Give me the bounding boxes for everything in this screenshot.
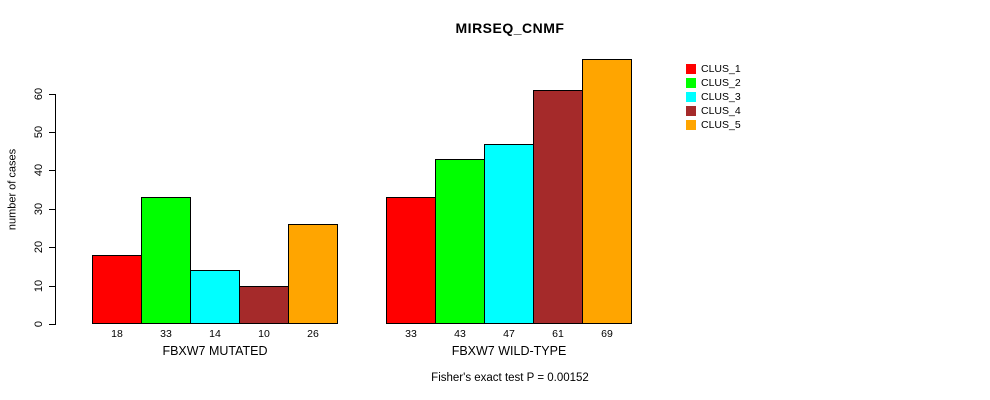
- y-tick: [49, 324, 56, 325]
- bar-value-label: 43: [454, 328, 466, 340]
- legend-swatch-icon: [686, 92, 696, 102]
- y-tick-label: 40: [33, 163, 45, 177]
- legend-row: CLUS_3: [686, 90, 741, 104]
- y-tick: [49, 286, 56, 287]
- legend-label: CLUS_4: [701, 105, 741, 117]
- legend-row: CLUS_4: [686, 104, 741, 118]
- y-tick: [49, 170, 56, 171]
- bar-clus_3: [190, 270, 240, 324]
- bar-value-label: 47: [503, 328, 515, 340]
- y-tick-label: 20: [33, 240, 45, 254]
- bar-value-label: 33: [160, 328, 172, 340]
- y-tick-label: 50: [33, 125, 45, 139]
- legend-swatch-icon: [686, 120, 696, 130]
- legend-row: CLUS_1: [686, 62, 741, 76]
- y-axis-title: number of cases: [6, 148, 19, 231]
- y-tick: [49, 94, 56, 95]
- y-tick: [49, 247, 56, 248]
- legend: CLUS_1 CLUS_2 CLUS_3 CLUS_4 CLUS_5: [686, 62, 741, 132]
- bar-clus_5: [288, 224, 338, 324]
- caption: Fisher's exact test P = 0.00152: [431, 372, 589, 384]
- y-tick: [49, 209, 56, 210]
- group-label: FBXW7 WILD-TYPE: [451, 344, 567, 358]
- bar-value-label: 69: [601, 328, 613, 340]
- bar-value-label: 26: [307, 328, 319, 340]
- bar-clus_4: [239, 286, 289, 324]
- legend-label: CLUS_5: [701, 119, 741, 131]
- bar-value-label: 10: [258, 328, 270, 340]
- legend-row: CLUS_5: [686, 118, 741, 132]
- legend-swatch-icon: [686, 106, 696, 116]
- y-tick-label: 10: [33, 279, 45, 293]
- y-tick-label: 60: [33, 87, 45, 101]
- bar-value-label: 18: [111, 328, 123, 340]
- bar-clus_1: [386, 197, 436, 324]
- legend-swatch-icon: [686, 64, 696, 74]
- y-tick-label: 0: [33, 320, 45, 328]
- bar-value-label: 33: [405, 328, 417, 340]
- y-tick: [49, 132, 56, 133]
- legend-label: CLUS_1: [701, 63, 741, 75]
- bar-clus_2: [435, 159, 485, 324]
- bar-clus_3: [484, 144, 534, 324]
- bar-value-label: 14: [209, 328, 221, 340]
- bar-clus_1: [92, 255, 142, 324]
- legend-label: CLUS_3: [701, 91, 741, 103]
- bar-clus_5: [582, 59, 632, 324]
- bar-clus_2: [141, 197, 191, 324]
- legend-swatch-icon: [686, 78, 696, 88]
- chart-title: MIRSEQ_CNMF: [455, 20, 565, 36]
- legend-label: CLUS_2: [701, 77, 741, 89]
- legend-row: CLUS_2: [686, 76, 741, 90]
- bar-clus_4: [533, 90, 583, 324]
- group-label: FBXW7 MUTATED: [162, 344, 268, 358]
- y-tick-label: 30: [33, 202, 45, 216]
- bar-value-label: 61: [552, 328, 564, 340]
